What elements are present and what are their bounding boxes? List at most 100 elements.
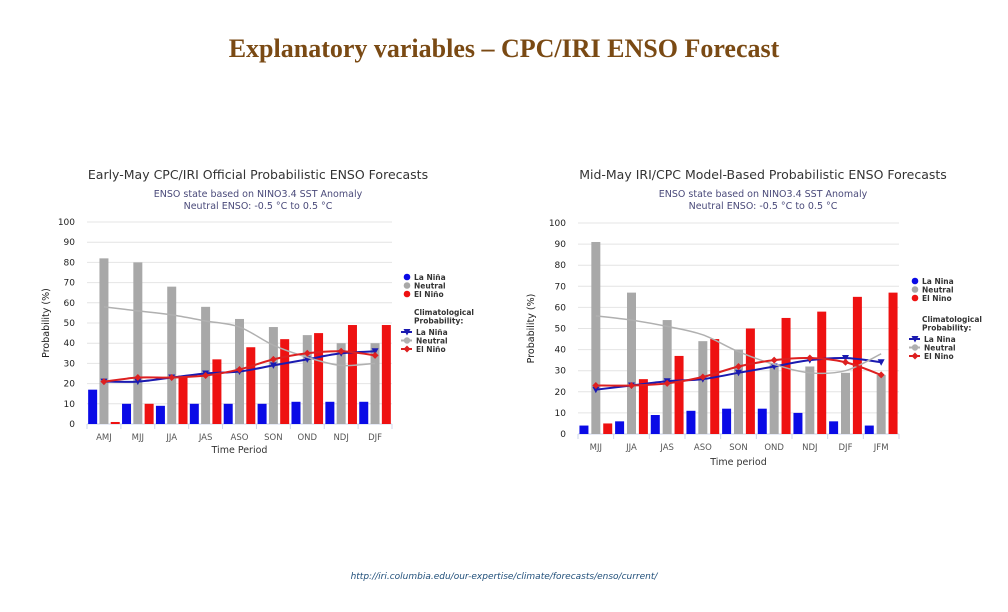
bar-la-ni-a (122, 403, 132, 424)
legend-heading: Probability: (922, 324, 971, 333)
legend-label: Neutral (416, 337, 448, 346)
bar-neutral (370, 343, 380, 424)
source-link[interactable]: http://iri.columbia.edu/our-expertise/cl… (350, 572, 658, 582)
bar-el-nino (603, 423, 613, 434)
y-tick-label: 50 (555, 325, 567, 335)
climatology-point (371, 351, 379, 359)
bar-el-ni-o (246, 347, 256, 424)
bar-neutral (769, 364, 779, 434)
chart-title: Early-May CPC/IRI Official Probabilistic… (88, 167, 428, 182)
legend-marker (911, 344, 919, 351)
climatology-point (303, 349, 311, 357)
legend-label: La Niña (416, 328, 448, 337)
legend-marker (911, 336, 919, 343)
bar-la-nina (579, 425, 589, 434)
bar-neutral (302, 335, 312, 424)
bar-el-ni-o (347, 325, 357, 424)
x-tick-label: NDJ (333, 433, 348, 443)
bar-el-nino (710, 339, 720, 434)
y-tick-label: 70 (555, 282, 567, 292)
bar-la-nina (864, 425, 874, 434)
y-tick-label: 60 (64, 299, 76, 309)
y-tick-label: 80 (555, 261, 567, 271)
bar-el-ni-o (314, 333, 324, 424)
bar-el-ni-o (381, 325, 391, 424)
legend-marker (911, 352, 919, 360)
legend-label: El Nino (922, 294, 952, 303)
bar-el-nino (745, 328, 755, 434)
bar-la-ni-a (88, 389, 98, 424)
legend-label: El Niño (416, 345, 446, 354)
y-tick-label: 20 (555, 388, 567, 398)
x-tick-label: JJA (165, 433, 177, 443)
chart-title: Mid-May IRI/CPC Model-Based Probabilisti… (579, 167, 947, 182)
legend-marker (911, 286, 919, 293)
y-tick-label: 0 (69, 420, 75, 430)
bar-la-nina (793, 412, 803, 434)
legend-label: La Nina (922, 277, 954, 286)
bar-neutral (805, 366, 815, 434)
bar-el-ni-o (280, 339, 290, 424)
bar-el-ni-o (144, 403, 154, 424)
bar-la-nina (722, 408, 732, 434)
climatology-point (877, 371, 885, 379)
climatology-point (842, 355, 849, 362)
climatology-point (134, 374, 142, 382)
legend-label: El Niño (414, 290, 444, 299)
y-tick-label: 20 (64, 380, 76, 390)
climatology-point (134, 378, 142, 386)
bar-neutral (698, 341, 708, 434)
bar-neutral (336, 343, 346, 424)
bar-el-ni-o (212, 359, 222, 424)
bar-el-ni-o (110, 421, 120, 424)
x-tick-label: MJJ (590, 443, 602, 453)
legend-marker (403, 345, 411, 353)
chart-subtitle: Neutral ENSO: -0.5 °C to 0.5 °C (689, 201, 838, 212)
x-tick-label: MJJ (132, 433, 144, 443)
bar-neutral (167, 286, 177, 424)
y-tick-label: 70 (64, 279, 76, 289)
x-tick-label: AMJ (96, 433, 112, 443)
y-tick-label: 10 (64, 400, 76, 410)
climatology-point (371, 348, 379, 355)
climatology-point (842, 358, 849, 366)
legend-marker (403, 337, 411, 344)
bar-el-nino (781, 317, 791, 434)
y-tick-label: 40 (64, 339, 76, 349)
slide-title: Explanatory variables – CPC/IRI ENSO For… (228, 34, 780, 63)
x-tick-label: DJF (368, 433, 382, 443)
climatology-point (699, 373, 707, 381)
legend-label: El Nino (924, 352, 954, 361)
bar-la-nina (615, 421, 625, 434)
bar-el-nino (888, 292, 898, 434)
legend-label: Neutral (922, 286, 954, 295)
x-tick-label: DJF (839, 443, 853, 453)
bar-neutral (133, 262, 143, 424)
bar-neutral (627, 292, 636, 434)
x-tick-label: ASO (231, 433, 249, 443)
legend-label: Neutral (924, 344, 956, 353)
climatology-point (592, 386, 600, 394)
climatology-point (202, 372, 210, 380)
bar-neutral (201, 306, 211, 424)
x-tick-label: SON (729, 443, 747, 453)
y-tick-label: 40 (555, 346, 567, 356)
bar-la-nina (686, 410, 696, 434)
legend-label: La Niña (414, 273, 446, 282)
bar-neutral (99, 258, 109, 424)
climatology-point (100, 378, 108, 386)
legend-marker (403, 282, 411, 289)
legend-marker (403, 329, 411, 336)
legend-heading: Climatological (414, 308, 474, 317)
bar-la-nina (650, 415, 660, 434)
y-tick-label: 0 (560, 430, 566, 440)
climatology-point (269, 355, 277, 363)
bar-neutral (734, 349, 743, 434)
chart-subtitle: ENSO state based on NINO3.4 SST Anomaly (154, 189, 363, 200)
climatology-point (806, 354, 814, 362)
y-tick-label: 80 (64, 258, 76, 268)
bar-neutral (268, 327, 278, 424)
legend-marker (403, 290, 411, 298)
climatology-point (735, 362, 742, 370)
legend-marker (911, 294, 919, 302)
